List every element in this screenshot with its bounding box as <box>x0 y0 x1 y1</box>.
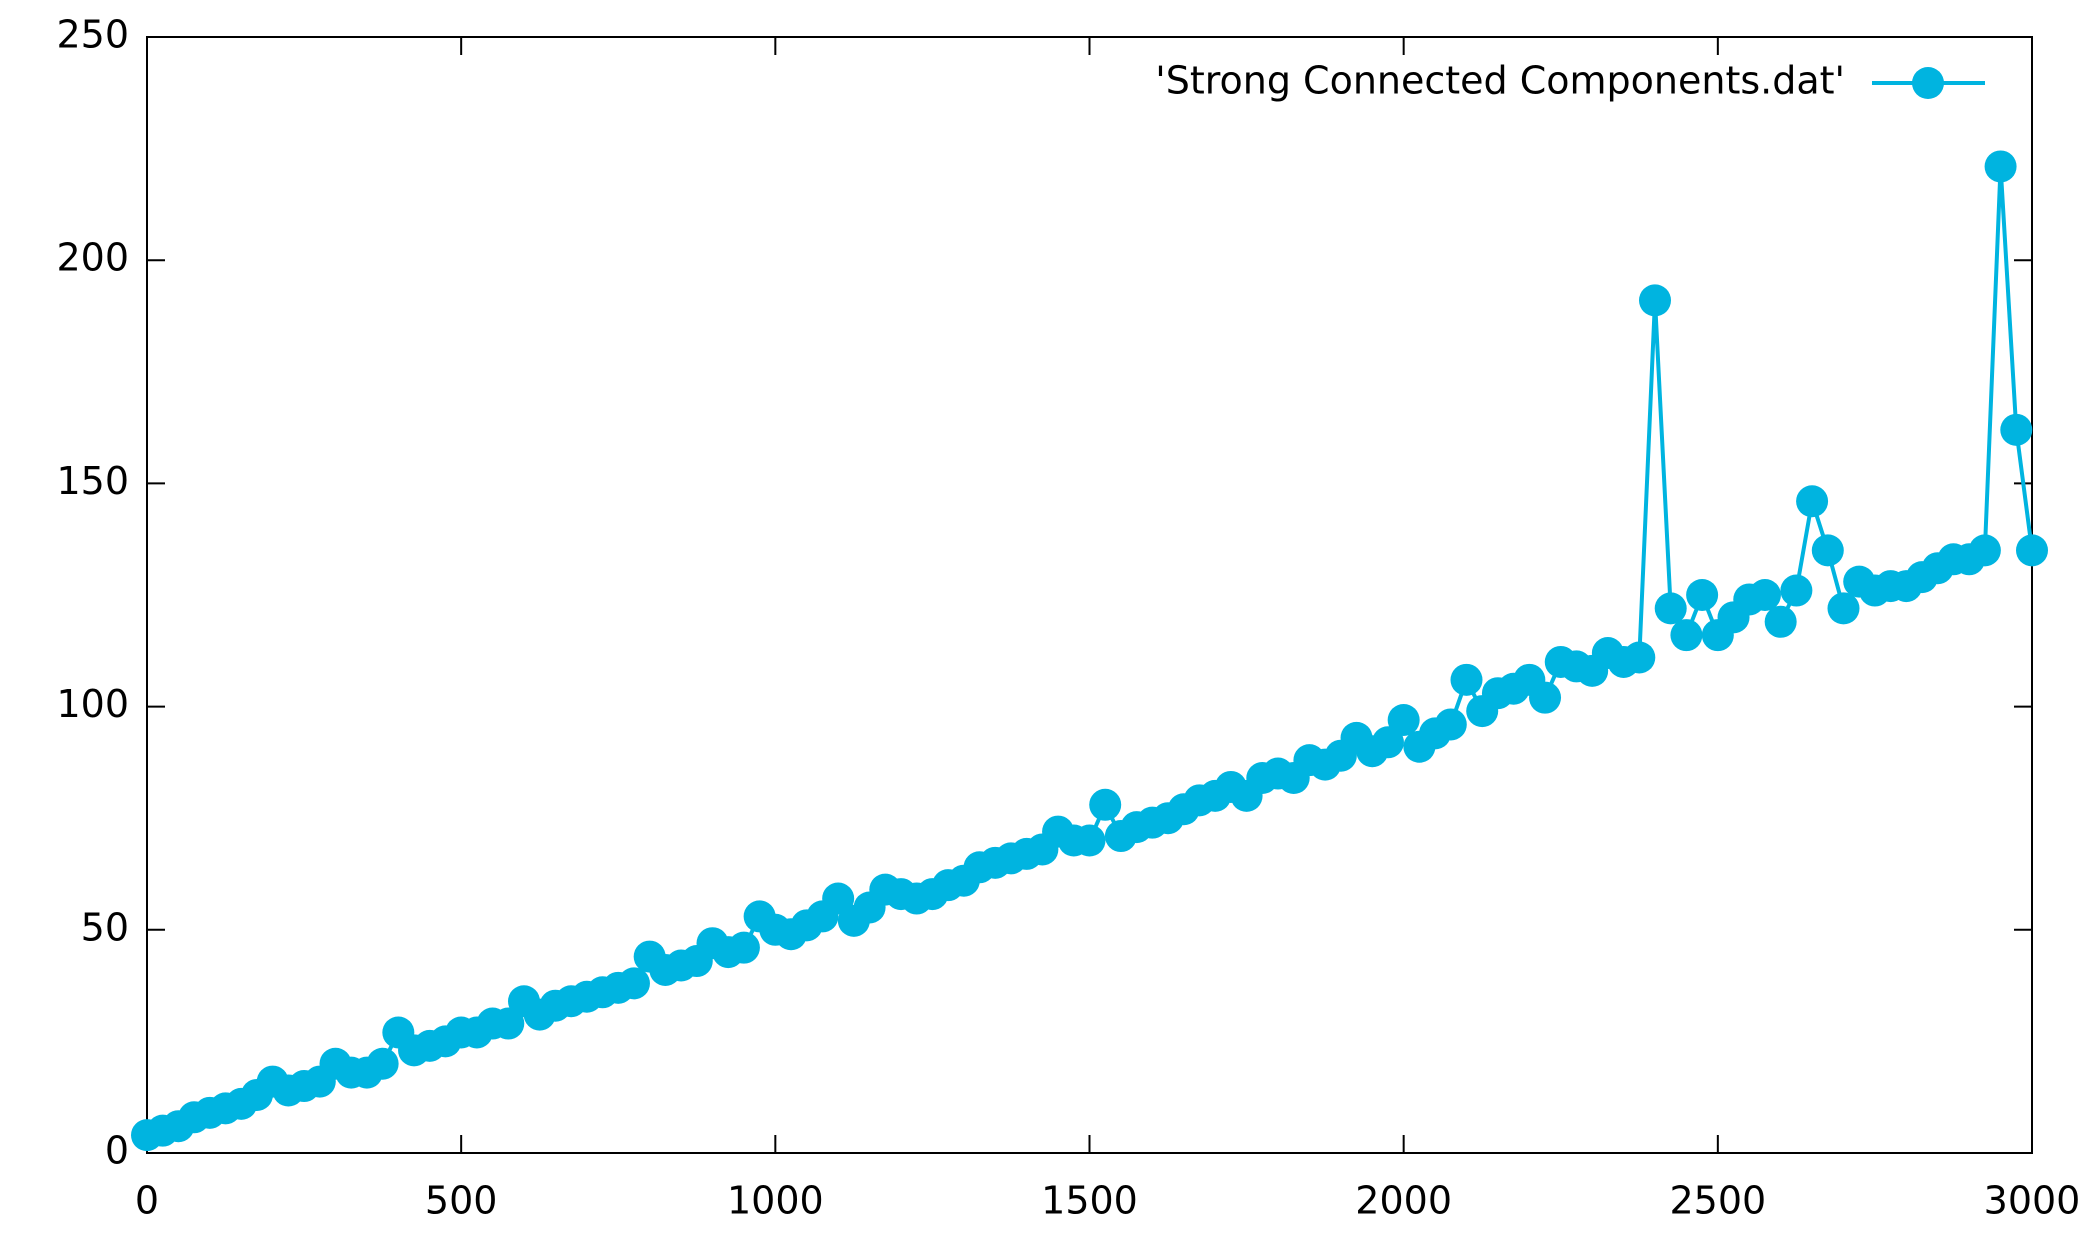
data-point <box>1450 663 1483 696</box>
data-point <box>1089 788 1122 821</box>
data-point <box>1811 534 1844 567</box>
data-point <box>1654 592 1687 625</box>
data-point <box>1984 150 2017 183</box>
data-point <box>1529 681 1562 714</box>
series-line <box>146 166 2034 1138</box>
data-point <box>1434 708 1467 741</box>
data-point <box>492 1007 525 1040</box>
data-point <box>727 931 760 964</box>
data-point <box>2016 534 2048 567</box>
x-tick-label: 0 <box>135 1179 159 1223</box>
y-tick-label: 100 <box>56 682 129 726</box>
data-point <box>1686 579 1719 611</box>
data-point <box>822 882 855 915</box>
data-point <box>1748 579 1781 611</box>
data-point <box>1780 574 1813 607</box>
data-point <box>617 967 650 1000</box>
x-tick-label: 1500 <box>1041 1179 1138 1223</box>
data-point <box>1968 534 2001 567</box>
data-point <box>1796 485 1829 518</box>
data-point <box>1670 619 1703 652</box>
y-tick-label: 150 <box>56 459 129 503</box>
y-tick-label: 200 <box>56 236 129 280</box>
data-point <box>1827 592 1860 625</box>
data-point <box>1639 284 1671 317</box>
data-point <box>1764 605 1797 638</box>
x-tick-label: 3000 <box>1984 1179 2081 1223</box>
data-point <box>1623 641 1656 674</box>
x-tick-label: 2500 <box>1669 1179 1766 1223</box>
legend-marker <box>1912 67 1944 99</box>
x-tick-label: 1000 <box>727 1179 824 1223</box>
data-point <box>1371 726 1404 759</box>
data-point <box>2000 413 2033 446</box>
legend-label: 'Strong Connected Components.dat' <box>1155 59 1845 103</box>
x-tick-label: 500 <box>425 1179 498 1223</box>
data-point <box>1073 824 1106 857</box>
y-tick-label: 0 <box>105 1129 129 1173</box>
data-point <box>366 1047 399 1080</box>
y-tick-label: 250 <box>56 13 129 57</box>
x-tick-label: 2000 <box>1355 1179 1452 1223</box>
y-tick-label: 50 <box>81 905 129 949</box>
data-point <box>1387 703 1420 736</box>
